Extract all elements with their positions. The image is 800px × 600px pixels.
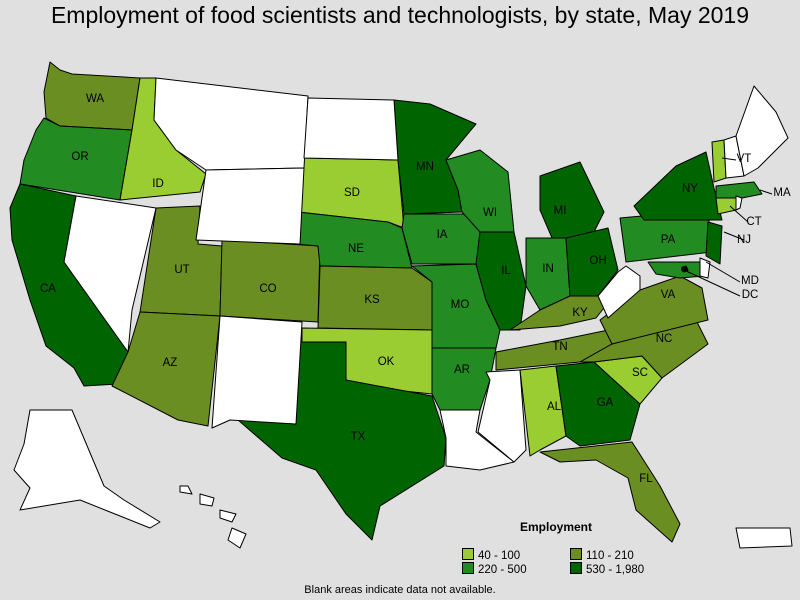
state-label-ne: NE: [348, 243, 364, 255]
state-labels-layer: WA OR CA ID UT AZ CO SD NE KS OK TX MN IA MO AR WI IL MI IN…: [40, 93, 791, 485]
state-al: [519, 365, 567, 457]
state-ms: [477, 369, 527, 463]
state-label-wa: WA: [86, 93, 104, 105]
state-label-ct: CT: [746, 216, 761, 228]
state-nd: [303, 97, 399, 161]
legend-label: 40 - 100: [478, 550, 521, 562]
label-leader-line: [759, 189, 773, 195]
state-ak: [13, 409, 161, 529]
label-leader-line: [729, 205, 749, 223]
state-wy: [195, 167, 305, 245]
state-nj: [705, 221, 723, 265]
legend-swatch: [462, 548, 474, 560]
state-label-oh: OH: [589, 255, 606, 267]
label-leader-line: [723, 231, 745, 241]
state-md: [647, 261, 705, 279]
state-label-mn: MN: [416, 161, 434, 173]
state-oh: [565, 227, 619, 297]
state-wv: [597, 265, 641, 319]
state-label-az: AZ: [163, 357, 178, 369]
state-ma: [715, 181, 763, 199]
state-label-fl: FL: [639, 473, 653, 485]
state-label-tn: TN: [552, 341, 567, 353]
state-label-wi: WI: [483, 207, 497, 219]
state-label-ma: MA: [773, 187, 791, 199]
states-layer: [9, 61, 793, 549]
state-label-sd: SD: [344, 187, 360, 199]
state-label-mo: MO: [451, 299, 470, 311]
state-label-in: IN: [542, 263, 554, 275]
legend-item: 40 - 100: [462, 548, 520, 562]
state-ct: [715, 195, 737, 215]
legend-item: 530 - 1,980: [570, 562, 644, 576]
state-label-va: VA: [661, 289, 676, 301]
state-label-pa: PA: [661, 234, 676, 246]
legend-item: 220 - 500: [462, 562, 527, 576]
state-label-ks: KS: [364, 294, 380, 306]
state-label-md: MD: [741, 275, 759, 287]
state-me: [735, 85, 789, 177]
state-mi: [539, 161, 605, 241]
state-or: [19, 117, 133, 201]
label-leader-line: [705, 261, 741, 283]
legend-label: 530 - 1,980: [586, 564, 645, 576]
state-ny: [633, 151, 723, 221]
state-fl: [539, 441, 681, 543]
legend-swatch: [570, 548, 582, 560]
state-label-vt: VT: [737, 153, 752, 165]
state-de: [699, 257, 711, 279]
state-label-ga: GA: [597, 397, 614, 409]
state-la: [439, 409, 515, 471]
state-label-ny: NY: [682, 183, 698, 195]
state-label-il: IL: [501, 265, 511, 277]
label-leader-line: [683, 269, 741, 297]
state-label-id: ID: [152, 178, 164, 190]
state-pr: [735, 527, 793, 549]
state-label-ar: AR: [454, 364, 470, 376]
state-label-dc: DC: [742, 289, 759, 301]
state-label-ut: UT: [174, 264, 189, 276]
state-label-ca: CA: [40, 283, 56, 295]
state-label-co: CO: [259, 283, 276, 295]
state-label-ia: IA: [437, 229, 448, 241]
state-ri: [735, 195, 743, 211]
legend-item: 110 - 210: [570, 548, 634, 562]
state-label-tx: TX: [351, 431, 366, 443]
legend-swatch: [462, 562, 474, 574]
map-title: Employment of food scientists and techno…: [50, 2, 750, 28]
legend-label: 220 - 500: [478, 564, 527, 576]
label-leader-line: [721, 157, 737, 161]
footnote: Blank areas indicate data not available.: [304, 584, 496, 596]
legend: Employment 40 - 100 110 - 210 220 - 500 …: [462, 520, 662, 580]
state-label-mi: MI: [554, 205, 567, 217]
state-label-sc: SC: [632, 367, 648, 379]
state-label-ok: OK: [378, 356, 395, 368]
legend-title: Employment: [520, 520, 593, 534]
state-label-ky: KY: [572, 307, 588, 319]
state-tx: [237, 341, 447, 541]
state-nv: [63, 195, 157, 353]
state-co: [219, 239, 321, 323]
state-label-nc: NC: [656, 333, 673, 345]
state-label-or: OR: [71, 151, 88, 163]
legend-label: 110 - 210: [586, 550, 634, 562]
legend-swatch: [570, 562, 582, 574]
state-hi: [179, 485, 247, 549]
state-label-al: AL: [547, 401, 562, 413]
state-nm: [211, 315, 303, 429]
dc-marker: [681, 266, 687, 272]
